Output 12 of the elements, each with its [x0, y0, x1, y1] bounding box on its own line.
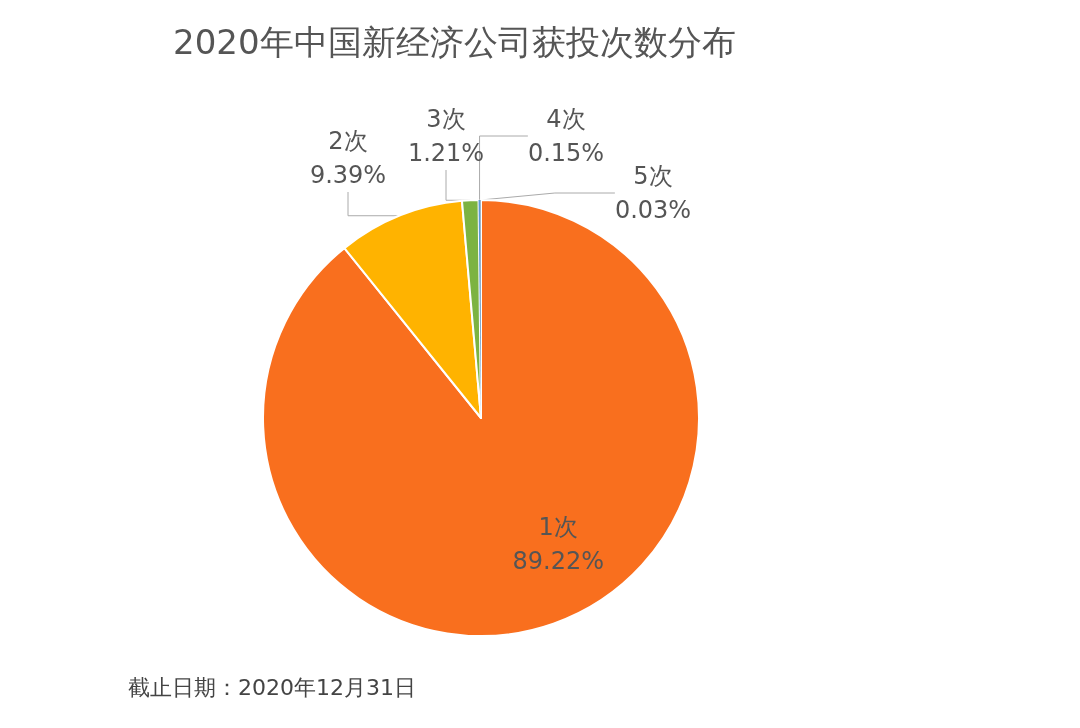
data-label: 1.21% [407, 139, 485, 167]
data-label: 0.03% [614, 196, 692, 224]
slice-label: 2次 [328, 127, 368, 155]
data-label: 9.39% [309, 161, 387, 189]
slice-label: 3次 [426, 105, 466, 133]
slice-label: 5次 [633, 162, 673, 190]
slice-label: 1次 [538, 512, 578, 541]
chart-title: 2020年中国新经济公司获投次数分布 [173, 22, 736, 62]
text: 截止日期：2020年12月31日 [128, 674, 416, 700]
data-label: 0.15% [527, 139, 605, 167]
data-label: 89.22% [512, 546, 604, 575]
slice-label: 4次 [546, 105, 586, 133]
